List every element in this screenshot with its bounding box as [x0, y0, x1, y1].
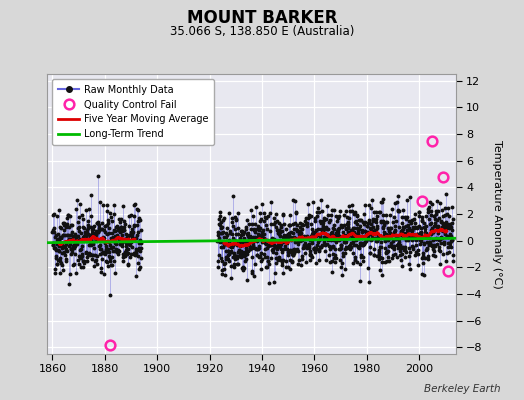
Text: 35.066 S, 138.850 E (Australia): 35.066 S, 138.850 E (Australia): [170, 26, 354, 38]
Text: Berkeley Earth: Berkeley Earth: [424, 384, 500, 394]
Text: MOUNT BARKER: MOUNT BARKER: [187, 9, 337, 27]
Y-axis label: Temperature Anomaly (°C): Temperature Anomaly (°C): [492, 140, 502, 288]
Legend: Raw Monthly Data, Quality Control Fail, Five Year Moving Average, Long-Term Tren: Raw Monthly Data, Quality Control Fail, …: [52, 79, 214, 145]
